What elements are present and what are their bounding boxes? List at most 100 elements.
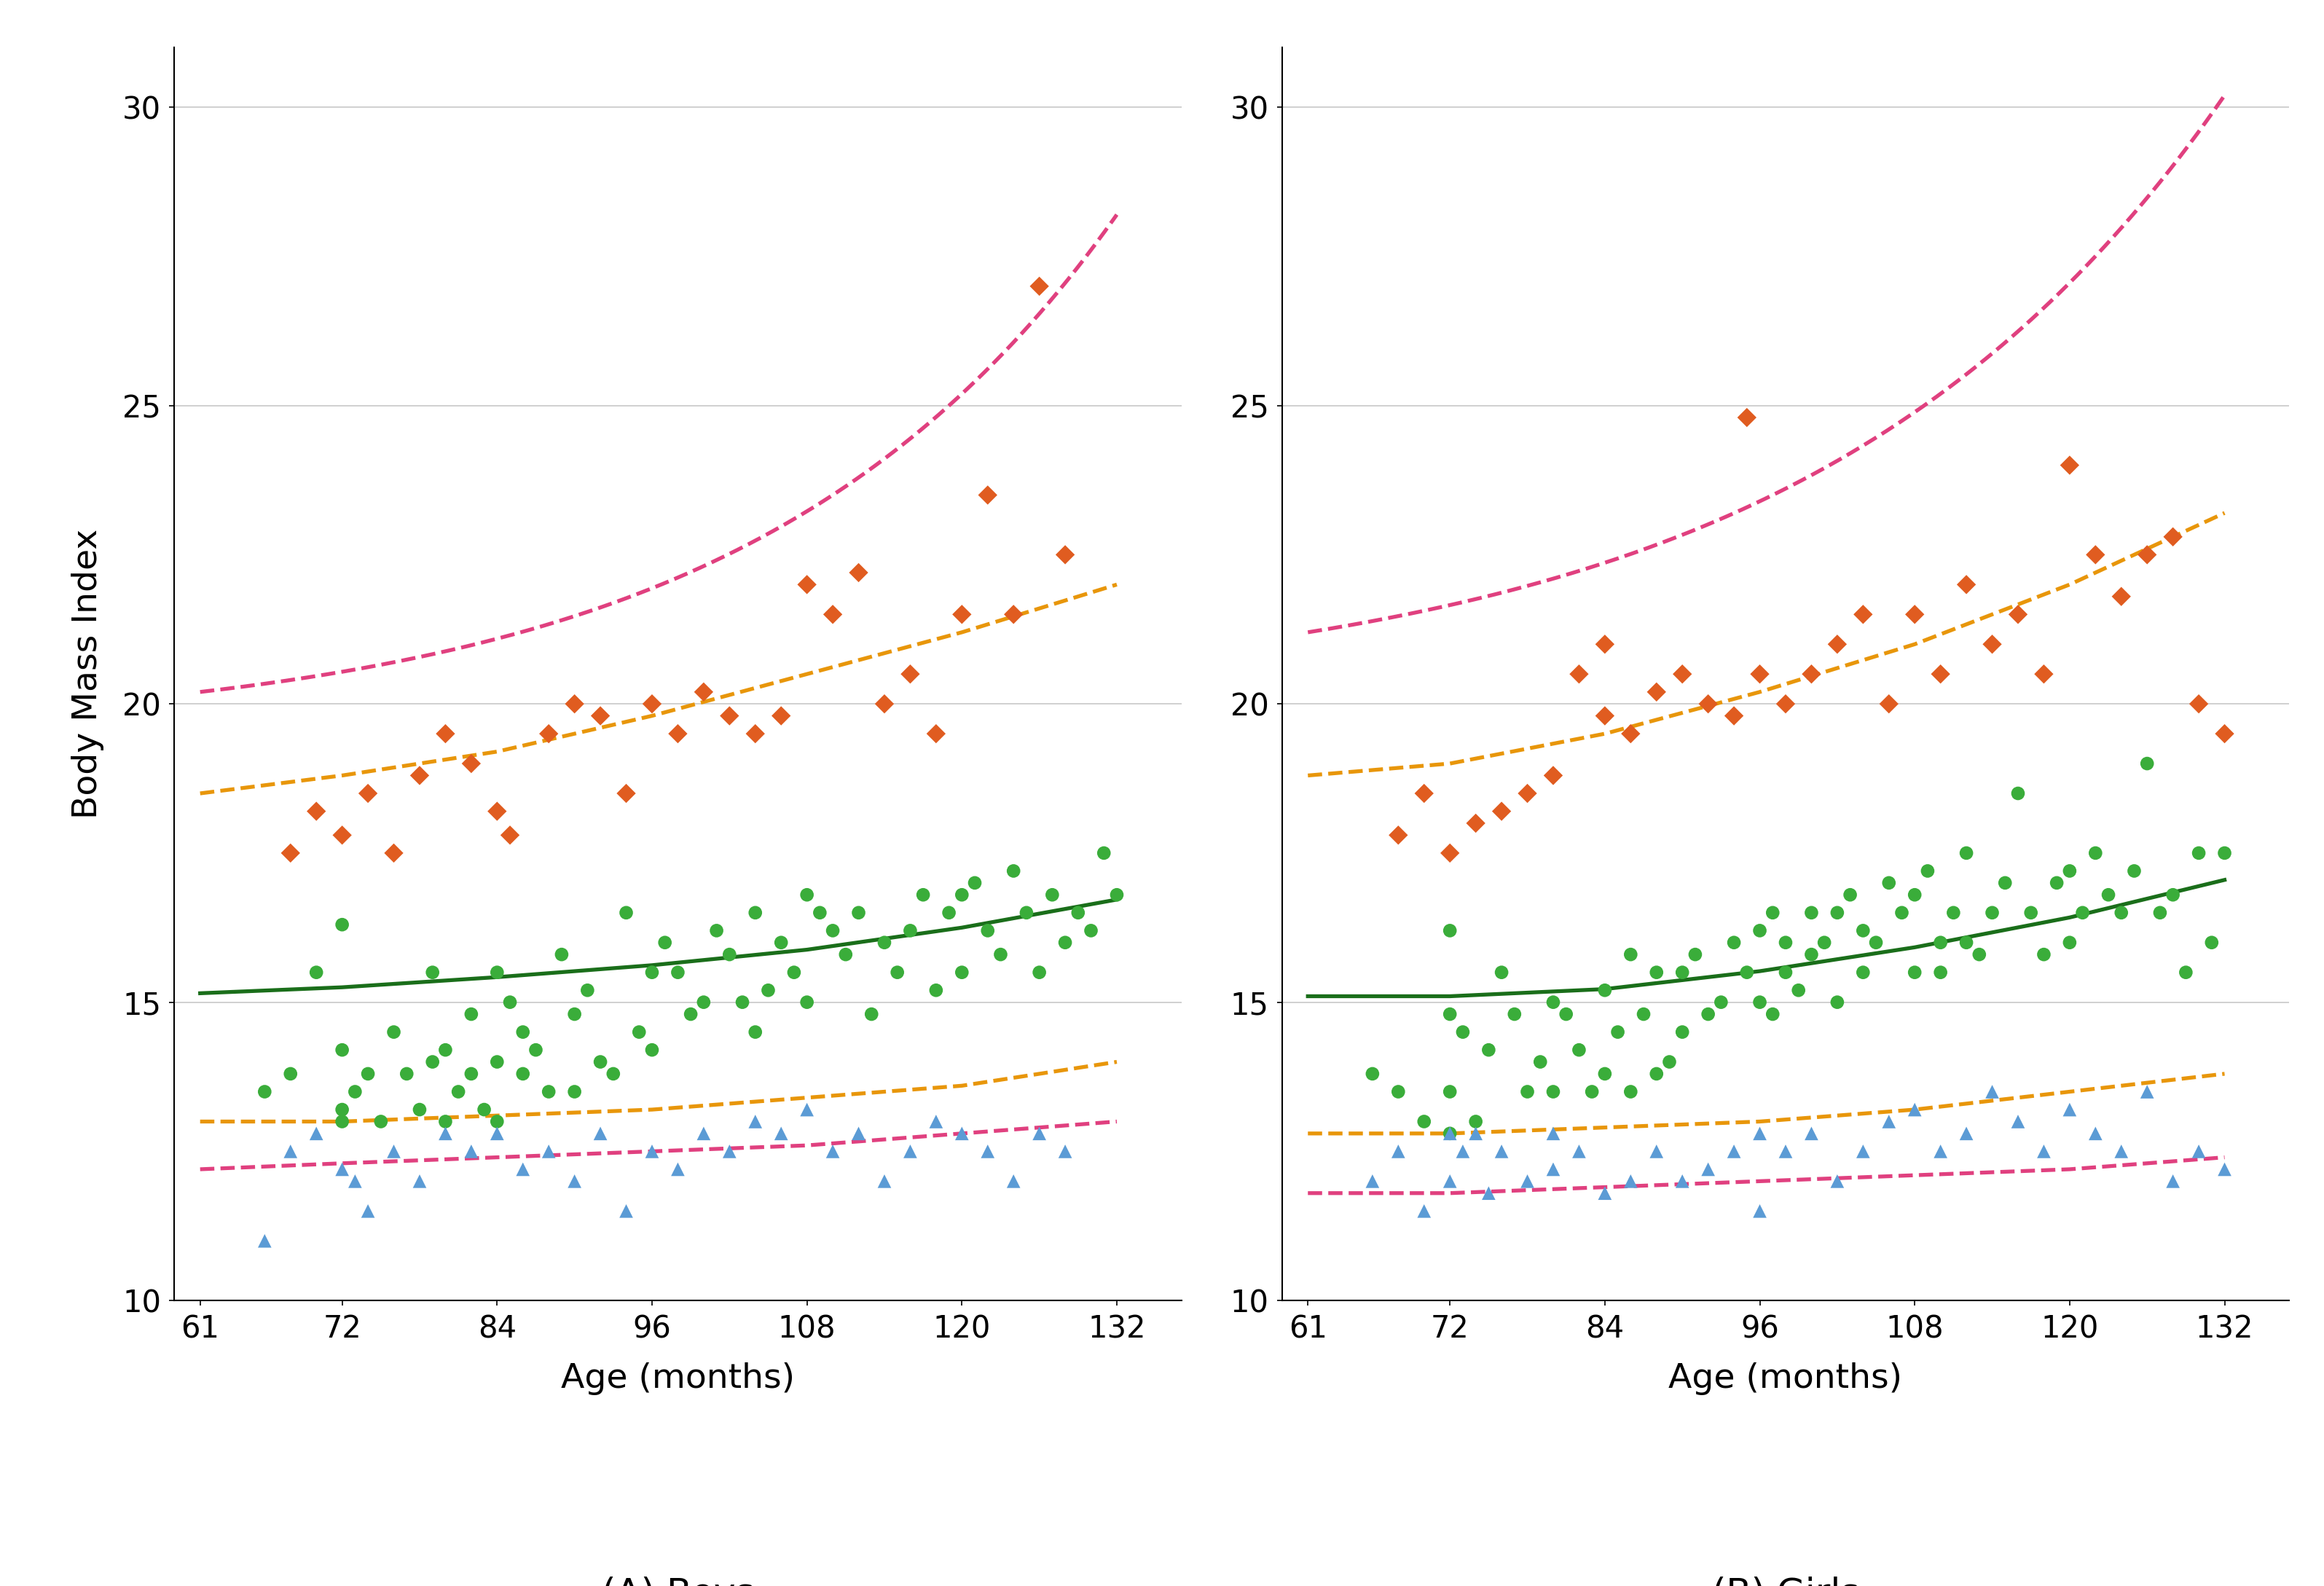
Point	[595, 1061, 632, 1086]
Point	[1845, 960, 1882, 985]
Point	[2103, 1139, 2140, 1164]
Point	[1650, 1050, 1687, 1075]
Point	[1432, 1121, 1469, 1147]
Point	[1766, 929, 1803, 955]
Point	[878, 960, 916, 985]
Point	[374, 1020, 411, 1045]
Point	[711, 1139, 748, 1164]
Point	[246, 1078, 284, 1104]
Point	[1483, 960, 1520, 985]
Point	[323, 912, 360, 937]
Point	[1820, 990, 1857, 1015]
Point	[1355, 1061, 1392, 1086]
Point	[530, 722, 567, 747]
Point	[969, 1139, 1006, 1164]
Point	[1664, 661, 1701, 687]
Point	[1690, 1001, 1727, 1026]
Point	[2129, 542, 2166, 568]
Point	[490, 990, 528, 1015]
Point	[453, 1139, 490, 1164]
Point	[544, 942, 581, 967]
Point	[762, 703, 799, 728]
Point	[1483, 799, 1520, 825]
Point	[2024, 942, 2061, 967]
Point	[737, 899, 774, 925]
Point	[1046, 1139, 1083, 1164]
Point	[1857, 929, 1894, 955]
Point	[813, 1139, 851, 1164]
Point	[453, 1001, 490, 1026]
Point	[2013, 899, 2050, 925]
Point	[1046, 542, 1083, 568]
Point	[479, 799, 516, 825]
Point	[2103, 899, 2140, 925]
Point	[1792, 899, 1829, 925]
Point	[711, 703, 748, 728]
Point	[1534, 1121, 1571, 1147]
Point	[555, 691, 593, 717]
Point	[686, 679, 723, 704]
Point	[1999, 780, 2036, 806]
Point	[2024, 1139, 2061, 1164]
Point	[530, 1139, 567, 1164]
Point	[892, 918, 930, 944]
Point	[1534, 1078, 1571, 1104]
Point	[918, 977, 955, 1002]
Point	[1508, 1078, 1545, 1104]
Point	[853, 1001, 890, 1026]
Point	[1766, 960, 1803, 985]
Point	[1457, 1121, 1494, 1147]
Point	[1099, 882, 1136, 907]
Point	[660, 960, 697, 985]
Point	[1741, 1199, 1778, 1224]
Point	[1559, 661, 1597, 687]
Point	[1380, 823, 1418, 849]
Point	[402, 1098, 439, 1123]
Point	[1948, 929, 1985, 955]
Point	[813, 601, 851, 626]
Point	[1534, 990, 1571, 1015]
Point	[479, 1050, 516, 1075]
Point	[944, 1121, 981, 1147]
Point	[2180, 1139, 2217, 1164]
Point	[621, 1020, 658, 1045]
Point	[1999, 1109, 2036, 1134]
Point	[660, 722, 697, 747]
Point	[918, 1109, 955, 1134]
Point	[272, 841, 309, 866]
Point	[1457, 1109, 1494, 1134]
Point	[479, 1109, 516, 1134]
Point	[1690, 691, 1727, 717]
Point	[1999, 601, 2036, 626]
Point	[762, 929, 799, 955]
Point	[414, 1050, 451, 1075]
Point	[1806, 929, 1843, 955]
Point	[646, 929, 683, 955]
Point	[1948, 841, 1985, 866]
Point	[1497, 1001, 1534, 1026]
Point	[374, 1139, 411, 1164]
Point	[1085, 841, 1122, 866]
Point	[323, 1109, 360, 1134]
Point	[2168, 960, 2205, 985]
Point	[839, 1121, 876, 1147]
Y-axis label: Body Mass Index: Body Mass Index	[72, 530, 105, 818]
Point	[2052, 452, 2089, 477]
Point	[1961, 942, 1999, 967]
Point	[581, 1121, 618, 1147]
Point	[388, 1061, 425, 1086]
Point	[2154, 882, 2192, 907]
Point	[349, 1061, 386, 1086]
Point	[697, 918, 734, 944]
Point	[428, 1109, 465, 1134]
Point	[827, 942, 865, 967]
Point	[1457, 810, 1494, 836]
Point	[1922, 1139, 1959, 1164]
Point	[1508, 1169, 1545, 1194]
Point	[918, 722, 955, 747]
Point	[1820, 631, 1857, 657]
Point	[1948, 1121, 1985, 1147]
Point	[1380, 1139, 1418, 1164]
Point	[1831, 882, 1868, 907]
Point	[1882, 899, 1920, 925]
